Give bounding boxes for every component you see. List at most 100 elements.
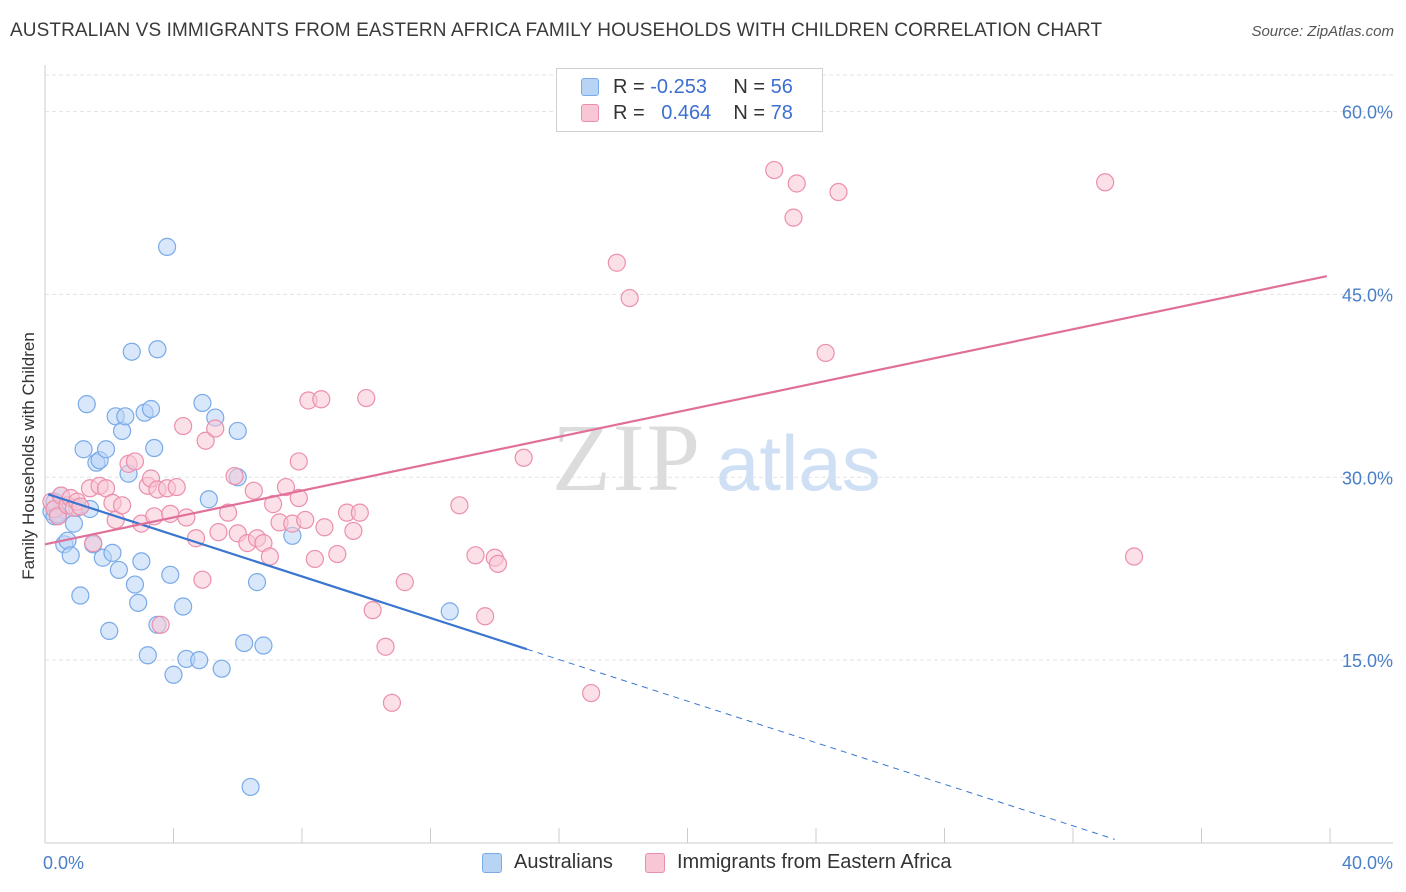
trend-line-australians [47, 493, 528, 651]
point-eastern-africa [328, 544, 347, 564]
point-eastern-africa [174, 416, 193, 436]
y-tick-label: 45.0% [1342, 285, 1393, 305]
point-eastern-africa [289, 488, 308, 508]
point-australians [212, 659, 231, 678]
point-eastern-africa [289, 452, 308, 471]
point-eastern-africa [196, 431, 215, 450]
trend-lines [44, 275, 1328, 840]
legend-row-eastern-africa: R = 0.464 N = 78 [581, 100, 793, 126]
point-eastern-africa [244, 481, 263, 500]
n-value: 56 [770, 75, 793, 98]
point-australians [77, 395, 96, 414]
grid-lines [45, 74, 1393, 661]
n-value: 78 [770, 101, 793, 124]
point-eastern-africa [357, 388, 376, 408]
point-eastern-africa [450, 496, 469, 515]
point-eastern-africa [260, 547, 279, 566]
point-eastern-africa [363, 601, 382, 620]
chart-title: AUSTRALIAN VS IMMIGRANTS FROM EASTERN AF… [10, 20, 1103, 41]
point-australians [141, 399, 161, 419]
point-eastern-africa [84, 534, 103, 553]
point-australians [157, 237, 177, 256]
point-eastern-africa [315, 518, 334, 537]
x-tick-label: 40.0% [1342, 853, 1393, 873]
point-australians [241, 777, 260, 797]
point-australians [190, 651, 209, 670]
n-label: N = [733, 75, 766, 98]
point-australians [164, 665, 183, 684]
point-eastern-africa [765, 160, 784, 180]
point-australians [174, 597, 193, 616]
point-eastern-africa [209, 523, 228, 542]
point-australians [74, 440, 93, 459]
point-australians [132, 552, 151, 571]
point-australians [61, 546, 80, 565]
point-australians [254, 636, 273, 655]
trend-line-eastern-africa [44, 275, 1328, 546]
point-eastern-africa [376, 637, 395, 656]
point-australians [112, 421, 132, 441]
point-eastern-africa [488, 554, 508, 573]
point-eastern-africa [312, 390, 331, 409]
point-australians [100, 621, 119, 640]
r-value: -0.253 [650, 75, 707, 98]
legend-label-eastern-africa: Immigrants from Eastern Africa [676, 851, 952, 873]
point-australians [440, 602, 459, 621]
point-eastern-africa [1124, 547, 1144, 566]
point-australians [64, 514, 84, 533]
point-australians [199, 490, 218, 509]
point-eastern-africa [829, 182, 848, 202]
point-eastern-africa [382, 693, 402, 712]
point-eastern-africa [514, 448, 533, 467]
point-australians [129, 593, 148, 612]
point-eastern-africa [276, 477, 296, 497]
point-australians [116, 407, 135, 426]
r-value: 0.464 [661, 101, 712, 124]
point-australians [125, 575, 145, 594]
legend-row-australians: R = -0.253 N = 56 [581, 74, 793, 100]
point-eastern-africa [784, 208, 803, 227]
point-australians [193, 393, 212, 413]
point-eastern-africa [193, 570, 212, 589]
point-australians [138, 646, 157, 665]
point-eastern-africa [112, 496, 132, 515]
point-australians [161, 565, 180, 584]
point-eastern-africa [219, 503, 238, 522]
point-eastern-africa [620, 288, 639, 308]
point-eastern-africa [607, 253, 626, 272]
point-australians [103, 543, 122, 562]
legend-item-australians[interactable]: Australians [482, 851, 613, 874]
watermark: ZIP atlas [552, 404, 881, 511]
point-australians [122, 342, 141, 361]
point-australians [148, 340, 167, 359]
x-tick-label: 0.0% [43, 853, 84, 873]
n-label: N = [733, 101, 766, 124]
point-eastern-africa [395, 573, 414, 592]
y-tick-label: 60.0% [1342, 103, 1393, 123]
y-axis-label: Family Households with Children [19, 332, 38, 580]
data-points [42, 160, 1144, 797]
legend-swatch-pink [581, 104, 599, 122]
legend-item-eastern-africa[interactable]: Immigrants from Eastern Africa [644, 851, 952, 874]
point-eastern-africa [125, 452, 145, 471]
point-eastern-africa [466, 546, 485, 565]
watermark-atlas: atlas [716, 419, 881, 507]
point-eastern-africa [787, 174, 806, 193]
point-eastern-africa [350, 503, 369, 522]
watermark-zip: ZIP [552, 404, 702, 511]
point-australians [228, 421, 247, 441]
point-eastern-africa [476, 607, 495, 626]
point-australians [109, 560, 128, 580]
y-tick-label: 15.0% [1342, 651, 1393, 671]
point-australians [235, 633, 254, 653]
legend-swatch-blue [581, 78, 599, 96]
point-eastern-africa [177, 508, 196, 527]
point-australians [96, 440, 116, 459]
point-eastern-africa [582, 683, 601, 703]
r-label: R = [613, 75, 645, 98]
r-label: R = [613, 101, 645, 124]
correlation-legend: R = -0.253 N = 56 R = 0.464 N = 78 [556, 68, 823, 132]
point-eastern-africa [167, 477, 186, 497]
point-eastern-africa [344, 521, 363, 541]
